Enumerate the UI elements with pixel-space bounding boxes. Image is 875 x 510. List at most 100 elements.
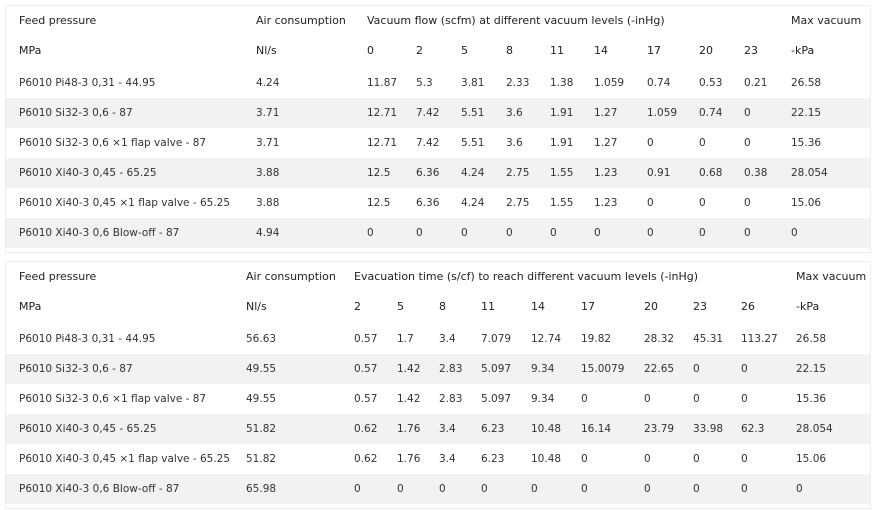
level-cell: 23 xyxy=(744,44,758,57)
table-cell: 0 xyxy=(693,453,700,465)
level-cell: 20 xyxy=(644,300,658,313)
level-cell: 8 xyxy=(439,300,446,313)
table-cell: 26.58 xyxy=(791,77,822,89)
table-cell: P6010 Xi40-3 0,45 - 65.25 xyxy=(19,167,157,179)
table-cell: 1.55 xyxy=(550,197,574,209)
header-cell: Air consumption xyxy=(246,270,336,283)
table-cell: 0.38 xyxy=(744,167,768,179)
level-cell: 23 xyxy=(693,300,707,313)
unit-cell: Nl/s xyxy=(246,300,267,313)
table-cell: 33.98 xyxy=(693,423,724,435)
table-cell: P6010 Si32-3 0,6 - 87 xyxy=(19,107,133,119)
table-cell: 0 xyxy=(367,227,374,239)
table-cell: 49.55 xyxy=(246,393,277,405)
unit-cell: MPa xyxy=(19,44,42,57)
data-row: P6010 Pi48-3 0,31 - 44.95 4.24 11.87 5.3 3.8… xyxy=(6,68,870,98)
table-cell: 2.75 xyxy=(506,167,530,179)
table-cell: 28.32 xyxy=(644,333,675,345)
table-cell: 1.7 xyxy=(397,333,414,345)
table-cell: 15.0079 xyxy=(581,363,625,375)
table-cell: 0 xyxy=(744,227,751,239)
table-cell: 0 xyxy=(439,483,446,495)
data-row: P6010 Xi40-3 0,45 ×1 flap valve - 65.25 3… xyxy=(6,188,870,218)
table-cell: 28.054 xyxy=(791,167,828,179)
units-row: MPa Nl/s 2 5 8 11 14 17 20 23 26 -kPa xyxy=(6,292,870,322)
unit-cell: MPa xyxy=(19,300,42,313)
level-cell: 2 xyxy=(416,44,423,57)
table-cell: 0 xyxy=(744,197,751,209)
table-cell: 1.42 xyxy=(397,393,421,405)
table: Feed pressure Air consumption Vacuum flow … xyxy=(5,5,871,253)
table-cell: 62.3 xyxy=(741,423,765,435)
table-cell: 1.55 xyxy=(550,167,574,179)
level-cell: 5 xyxy=(461,44,468,57)
table-cell: 51.82 xyxy=(246,453,277,465)
table-cell: 10.48 xyxy=(531,423,562,435)
table-cell: 1.91 xyxy=(550,137,574,149)
table-cell: 65.98 xyxy=(246,483,277,495)
table-cell: 1.76 xyxy=(397,453,421,465)
data-row: P6010 Xi40-3 0,6 Blow-off - 87 4.94 0 0 0 0 0 0… xyxy=(6,218,870,248)
table-cell: 12.5 xyxy=(367,197,391,209)
table-cell: 0 xyxy=(354,483,361,495)
table-cell: 22.15 xyxy=(796,363,827,375)
level-cell: 17 xyxy=(647,44,661,57)
table-cell: 0 xyxy=(791,227,798,239)
data-row: P6010 Xi40-3 0,6 Blow-off - 87 65.98 0 0 0 0 0… xyxy=(6,474,870,504)
level-cell: 17 xyxy=(581,300,595,313)
table-cell: 51.82 xyxy=(246,423,277,435)
table-cell: 5.097 xyxy=(481,393,512,405)
table-cell: 12.5 xyxy=(367,167,391,179)
table-cell: 4.24 xyxy=(461,197,485,209)
table-cell: 1.27 xyxy=(594,137,618,149)
table-cell: 49.55 xyxy=(246,363,277,375)
header-cell: Feed pressure xyxy=(19,14,97,27)
table-cell: 15.36 xyxy=(791,137,822,149)
table-cell: 0 xyxy=(594,227,601,239)
table-cell: 7.42 xyxy=(416,107,440,119)
table-cell: 12.71 xyxy=(367,107,398,119)
table-cell: 0 xyxy=(744,137,751,149)
table-cell: 0 xyxy=(416,227,423,239)
table-cell: 1.42 xyxy=(397,363,421,375)
table-cell: 1.059 xyxy=(647,107,678,119)
header-cell: Max vacuum xyxy=(791,14,862,27)
table-cell: 3.4 xyxy=(439,453,456,465)
table-cell: 0.68 xyxy=(699,167,723,179)
table-cell: 0 xyxy=(647,197,654,209)
table-cell: 6.23 xyxy=(481,423,505,435)
level-cell: 0 xyxy=(367,44,374,57)
table-cell: 22.65 xyxy=(644,363,675,375)
table-cell: 4.24 xyxy=(256,77,280,89)
table-cell: 0 xyxy=(699,227,706,239)
table-cell: 1.76 xyxy=(397,423,421,435)
table-cell: 15.06 xyxy=(791,197,822,209)
table-cell: 3.71 xyxy=(256,137,280,149)
table-cell: 5.3 xyxy=(416,77,433,89)
table-cell: 3.6 xyxy=(506,137,523,149)
table-cell: 0 xyxy=(647,227,654,239)
data-row: P6010 Si32-3 0,6 - 87 49.55 0.57 1.42 2.83 5.… xyxy=(6,354,870,384)
level-cell: 2 xyxy=(354,300,361,313)
table-cell: 0 xyxy=(699,197,706,209)
table-cell: 19.82 xyxy=(581,333,612,345)
table-cell: 5.097 xyxy=(481,363,512,375)
table-cell: 4.24 xyxy=(461,167,485,179)
level-cell: 11 xyxy=(481,300,495,313)
table-cell: 0 xyxy=(461,227,468,239)
table-cell: 3.81 xyxy=(461,77,485,89)
table-cell: P6010 Si32-3 0,6 - 87 xyxy=(19,363,133,375)
table-cell: 3.4 xyxy=(439,333,456,345)
table-cell: 1.27 xyxy=(594,107,618,119)
table-cell: 12.71 xyxy=(367,137,398,149)
table-cell: 0 xyxy=(581,393,588,405)
table-cell: 7.42 xyxy=(416,137,440,149)
table-cell: 0 xyxy=(647,137,654,149)
table-cell: P6010 Si32-3 0,6 ×1 flap valve - 87 xyxy=(19,137,207,149)
header-cell: Air consumption xyxy=(256,14,346,27)
table-cell: 9.34 xyxy=(531,363,555,375)
data-row: P6010 Si32-3 0,6 - 87 3.71 12.71 7.42 5.51 3.… xyxy=(6,98,870,128)
table-cell: P6010 Xi40-3 0,6 Blow-off - 87 xyxy=(19,227,180,239)
table-cell: 12.74 xyxy=(531,333,562,345)
table-cell: 4.94 xyxy=(256,227,280,239)
